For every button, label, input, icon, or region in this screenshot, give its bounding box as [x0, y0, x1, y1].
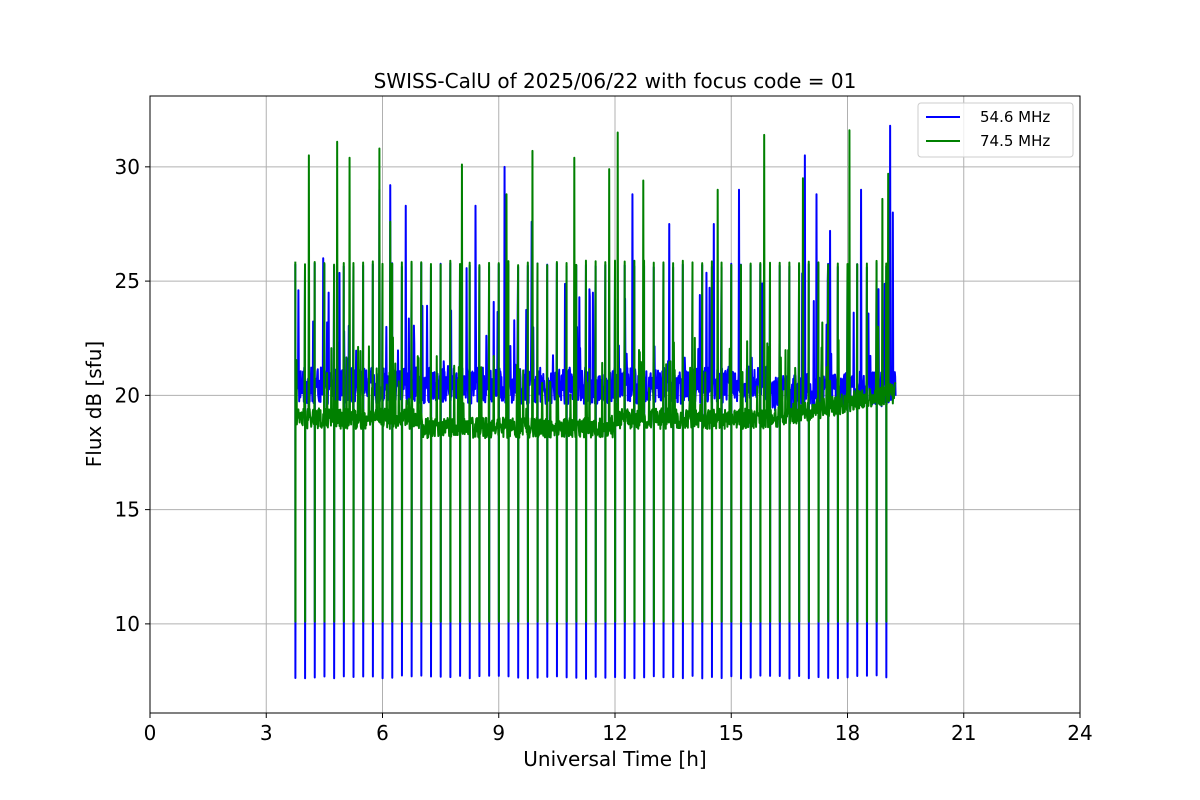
x-tick-label: 0: [144, 721, 157, 745]
ticks: 0 3 6 9 12 15 18 21 24 10 15 20 25 30: [115, 155, 1093, 745]
series-line-74-5-mhz: [294, 129, 897, 623]
x-tick-label: 24: [1067, 721, 1092, 745]
x-tick-label: 21: [951, 721, 976, 745]
y-tick-label: 30: [115, 155, 140, 179]
x-tick-label: 15: [719, 721, 744, 745]
y-tick-label: 20: [115, 383, 140, 407]
legend-label-54-6: 54.6 MHz: [980, 108, 1050, 126]
chart-title: SWISS-CalU of 2025/06/22 with focus code…: [374, 69, 857, 93]
x-tick-label: 18: [835, 721, 860, 745]
y-tick-label: 10: [115, 612, 140, 636]
y-tick-label: 25: [115, 269, 140, 293]
x-tick-label: 3: [260, 721, 273, 745]
x-tick-label: 6: [376, 721, 389, 745]
x-tick-label: 9: [492, 721, 505, 745]
series-layer: [294, 124, 897, 680]
y-axis-label: Flux dB [sfu]: [82, 341, 106, 467]
y-tick-label: 15: [115, 498, 140, 522]
legend: 54.6 MHz 74.5 MHz: [917, 102, 1074, 158]
x-tick-label: 12: [602, 721, 627, 745]
x-axis-label: Universal Time [h]: [523, 747, 706, 771]
legend-label-74-5: 74.5 MHz: [980, 132, 1050, 150]
